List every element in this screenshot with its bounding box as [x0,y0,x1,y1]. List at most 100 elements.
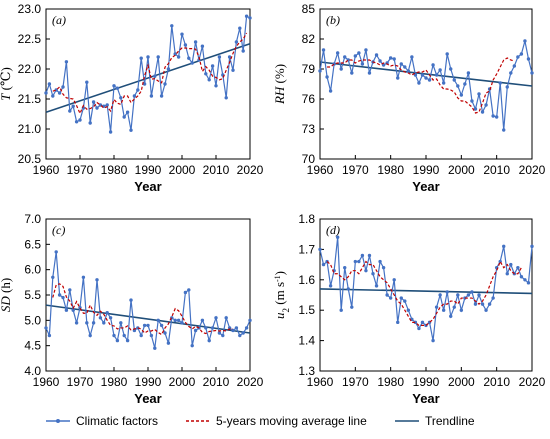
data-point [156,55,160,59]
data-point [441,81,446,85]
data-point [64,60,69,64]
legend-label: 5-years moving average line [216,414,367,428]
x-tick-label: 1980 [377,375,404,389]
data-point [494,115,499,119]
data-point [357,259,361,264]
data-point [64,308,69,312]
data-point [238,333,242,338]
data-point [392,57,396,61]
data-point [441,308,446,312]
data-point [85,80,89,84]
data-point [214,84,218,88]
legend-marker [56,419,60,423]
data-point [156,318,160,323]
data-point [187,288,191,292]
data-point [374,284,379,288]
legend-label: Trendline [425,414,475,428]
x-tick-label: 1980 [377,163,404,177]
x-tick-label: 1990 [135,375,162,389]
data-point [449,67,453,71]
data-point [318,69,322,73]
data-point [325,75,329,79]
data-point [146,323,150,328]
data-point [231,68,235,72]
data-point [47,333,52,338]
panel-label: (b) [326,13,340,27]
data-point [502,244,506,249]
data-point [516,55,520,59]
y-tick-label: 23.0 [18,2,42,16]
data-point [431,63,435,67]
data-point [112,84,116,88]
data-point [385,293,389,297]
data-point [452,305,456,309]
data-point [456,84,460,88]
x-axis-label: Year [412,179,439,194]
data-point [139,56,143,60]
data-point [445,290,449,294]
data-point [241,49,245,53]
data-point [85,321,89,325]
data-point [374,53,379,57]
data-point [484,103,488,107]
climatic-factor-line [319,40,533,131]
y-tick-label: 4.0 [24,364,41,378]
data-point [224,316,228,320]
data-point [431,338,435,343]
data-point [176,55,181,59]
data-point [210,64,215,68]
data-point [234,40,239,44]
data-point [231,328,235,333]
data-point [530,71,534,75]
data-point [244,326,249,330]
data-point [350,71,354,75]
moving-average-line [52,283,233,336]
data-point [91,321,96,325]
x-tick-label: 2000 [448,163,475,177]
data-point [318,247,322,252]
y-tick-label: 73 [302,122,316,136]
data-point [200,44,205,48]
data-point [438,68,442,72]
moving-average-line [326,260,522,326]
x-tick-label: 1970 [67,163,94,177]
y-axis-label: SD (h) [0,278,13,312]
data-point [105,103,109,107]
data-point [142,323,147,328]
data-point [427,78,432,82]
y-tick-label: 1.3 [298,364,315,378]
data-point [248,318,252,323]
data-point [88,121,92,125]
panel-label: (c) [52,223,65,237]
data-point [417,326,421,331]
legend-item: Climatic factors [46,414,158,428]
x-tick-label: 2010 [483,375,510,389]
data-point [221,333,225,338]
data-point [530,244,534,249]
x-tick-label: 1970 [342,163,369,177]
data-point [153,74,157,78]
data-point [163,331,167,335]
y-tick-label: 1.6 [298,273,315,287]
data-point [463,296,467,300]
data-point [102,321,106,325]
data-point [153,346,157,350]
data-point [378,259,382,264]
data-point [78,118,82,122]
data-point [238,26,242,30]
data-point [207,78,211,82]
x-tick-label: 1970 [67,375,94,389]
x-tick-label: 1960 [33,375,60,389]
data-point [509,262,513,267]
data-point [210,326,215,330]
data-point [466,293,471,297]
y-tick-label: 21.5 [18,92,42,106]
y-tick-label: 21.0 [18,122,42,136]
data-point [396,320,400,325]
data-point [187,56,191,60]
data-point [224,96,228,100]
data-point [54,250,58,254]
data-point [105,311,109,315]
data-point [132,94,137,98]
data-point [452,78,456,82]
